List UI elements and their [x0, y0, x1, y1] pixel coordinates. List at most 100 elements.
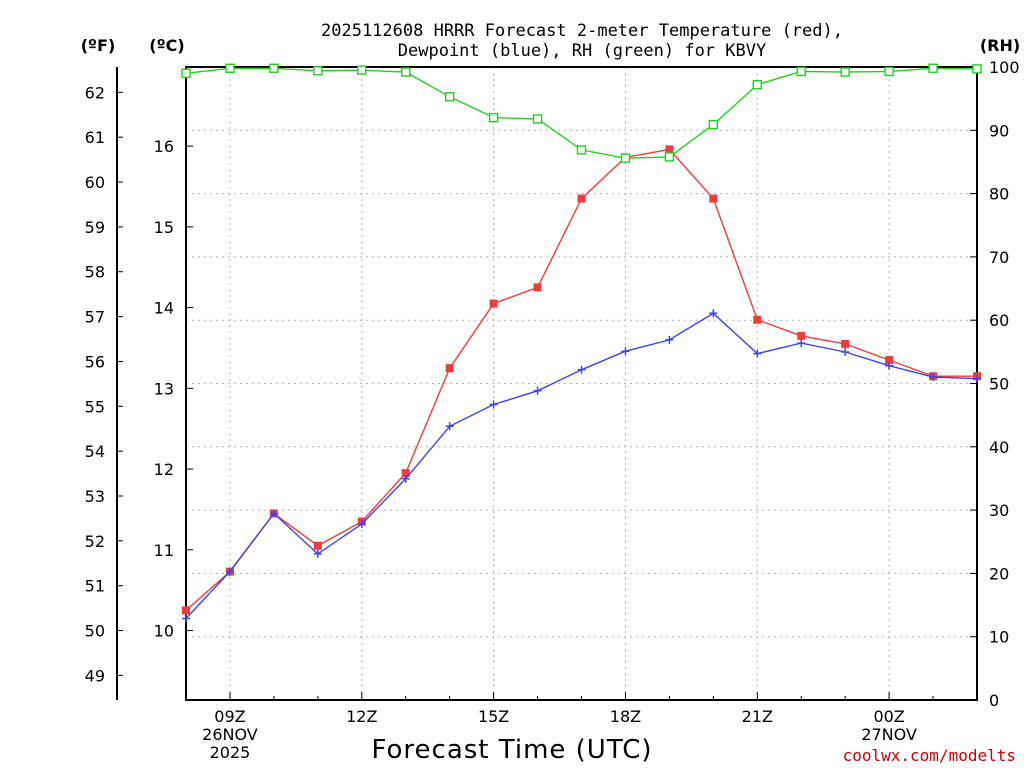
temperature-point [182, 606, 190, 615]
fahrenheit-tick-label: 53 [85, 487, 105, 506]
celsius-tick-label: 15 [154, 218, 174, 237]
dewpoint-point [533, 386, 542, 395]
dewpoint-point [929, 373, 938, 382]
temperature-point [401, 469, 410, 478]
rh-tick-label: 90 [989, 121, 1009, 140]
fahrenheit-tick-label: 49 [85, 666, 105, 685]
rh-point [488, 112, 499, 123]
fahrenheit-tick-label: 57 [85, 308, 105, 327]
rh-tick-label: 10 [989, 628, 1009, 647]
rh-tick-label: 30 [989, 501, 1009, 520]
temperature-point [797, 331, 806, 340]
dewpoint-point [445, 422, 454, 431]
rh-tick-label: 0 [989, 691, 999, 710]
rh-tick-label: 100 [989, 58, 1020, 77]
dewpoint-line [185, 312, 978, 619]
site-credit: coolwx.com/modelts [843, 746, 1016, 765]
x-tick-label: 00Z [873, 707, 904, 726]
dewpoint-point [489, 400, 498, 409]
x-tick-label: 26NOV [202, 725, 258, 744]
celsius-tick-label: 13 [154, 379, 174, 398]
dewpoint-point [357, 519, 366, 528]
temperature-point [841, 339, 850, 348]
rh-tick-label: 50 [989, 375, 1009, 394]
rh-point [796, 66, 806, 77]
fahrenheit-tick-label: 51 [85, 577, 105, 596]
temperature-point [445, 364, 454, 373]
celsius-tick-label: 11 [154, 541, 174, 560]
chart-title-line-2: Dewpoint (blue), RH (green) for KBVY [398, 41, 766, 61]
x-tick-label: 21Z [742, 707, 773, 726]
celsius-axis-unit: (ºC) [149, 36, 184, 55]
rh-point [269, 63, 279, 73]
rh-tick-label: 70 [989, 248, 1009, 267]
dewpoint-point [797, 339, 806, 348]
fahrenheit-tick-label: 50 [85, 622, 105, 641]
celsius-tick-label: 16 [154, 137, 174, 156]
fahrenheit-tick-label: 60 [85, 173, 105, 192]
series-temperature [182, 145, 981, 615]
dewpoint-point [225, 567, 234, 576]
fahrenheit-tick-label: 58 [85, 263, 105, 282]
rh-line [185, 67, 978, 159]
dewpoint-point [709, 309, 718, 318]
x-axis-label: Forecast Time (UTC) [371, 735, 652, 765]
temperature-point [577, 194, 586, 203]
rh-point [708, 119, 719, 130]
dewpoint-point [269, 509, 278, 518]
data-series [181, 63, 982, 623]
rh-tick-label: 20 [989, 564, 1009, 583]
rh-point [532, 114, 543, 124]
rh-point [884, 66, 894, 77]
temperature-point [533, 283, 542, 292]
dewpoint-point [665, 335, 674, 344]
rh-axis-unit: (RH) [980, 36, 1020, 55]
dewpoint-point [973, 374, 981, 383]
series-dewpoint [182, 309, 981, 623]
fahrenheit-tick-label: 54 [85, 442, 105, 461]
series-rh [181, 63, 982, 163]
dewpoint-point [182, 614, 190, 623]
dewpoint-point [577, 365, 586, 374]
rh-point [181, 68, 191, 79]
rh-tick-label: 40 [989, 438, 1009, 457]
rh-point [313, 66, 323, 76]
rh-point [928, 63, 938, 73]
x-tick-label: 15Z [478, 707, 509, 726]
temperature-point [885, 356, 894, 365]
x-tick-label: 09Z [214, 707, 245, 726]
rh-point [444, 92, 455, 102]
tick-labels: 49 50 51 52 53 54 55 56 57 58 59 60 61 62 10 11 12 13 14 15… [85, 58, 1020, 762]
rh-tick-label: 80 [989, 185, 1009, 204]
celsius-tick-label: 10 [154, 622, 174, 641]
chart-title: 2025112608 HRRR Forecast 2-meter Tempera… [321, 21, 843, 61]
rh-point [752, 80, 762, 90]
fahrenheit-tick-label: 59 [85, 218, 105, 237]
celsius-tick-label: 12 [154, 460, 174, 479]
dewpoint-point [885, 361, 894, 370]
celsius-tick-label: 14 [154, 299, 174, 318]
fahrenheit-tick-label: 61 [85, 128, 105, 147]
dewpoint-point [313, 549, 322, 558]
fahrenheit-tick-label: 55 [85, 397, 105, 416]
fahrenheit-tick-label: 52 [85, 532, 105, 551]
rh-point [357, 65, 367, 75]
temperature-point [753, 315, 762, 324]
dewpoint-point [841, 348, 850, 357]
grid-lines [186, 67, 977, 700]
dewpoint-point [753, 349, 762, 358]
temperature-point [313, 541, 322, 550]
x-tick-label: 18Z [610, 707, 641, 726]
x-tick-label: 27NOV [861, 725, 917, 744]
axes [116, 66, 978, 701]
fahrenheit-axis-unit: (ºF) [81, 36, 116, 55]
temperature-point [709, 194, 718, 203]
rh-point [840, 67, 850, 77]
x-tick-label: 12Z [346, 707, 377, 726]
rh-point [576, 145, 587, 155]
chart-title-line-1: 2025112608 HRRR Forecast 2-meter Tempera… [321, 21, 843, 41]
rh-point [972, 64, 982, 74]
rh-point [664, 152, 675, 162]
dewpoint-point [401, 474, 410, 483]
rh-tick-label: 60 [989, 311, 1009, 330]
